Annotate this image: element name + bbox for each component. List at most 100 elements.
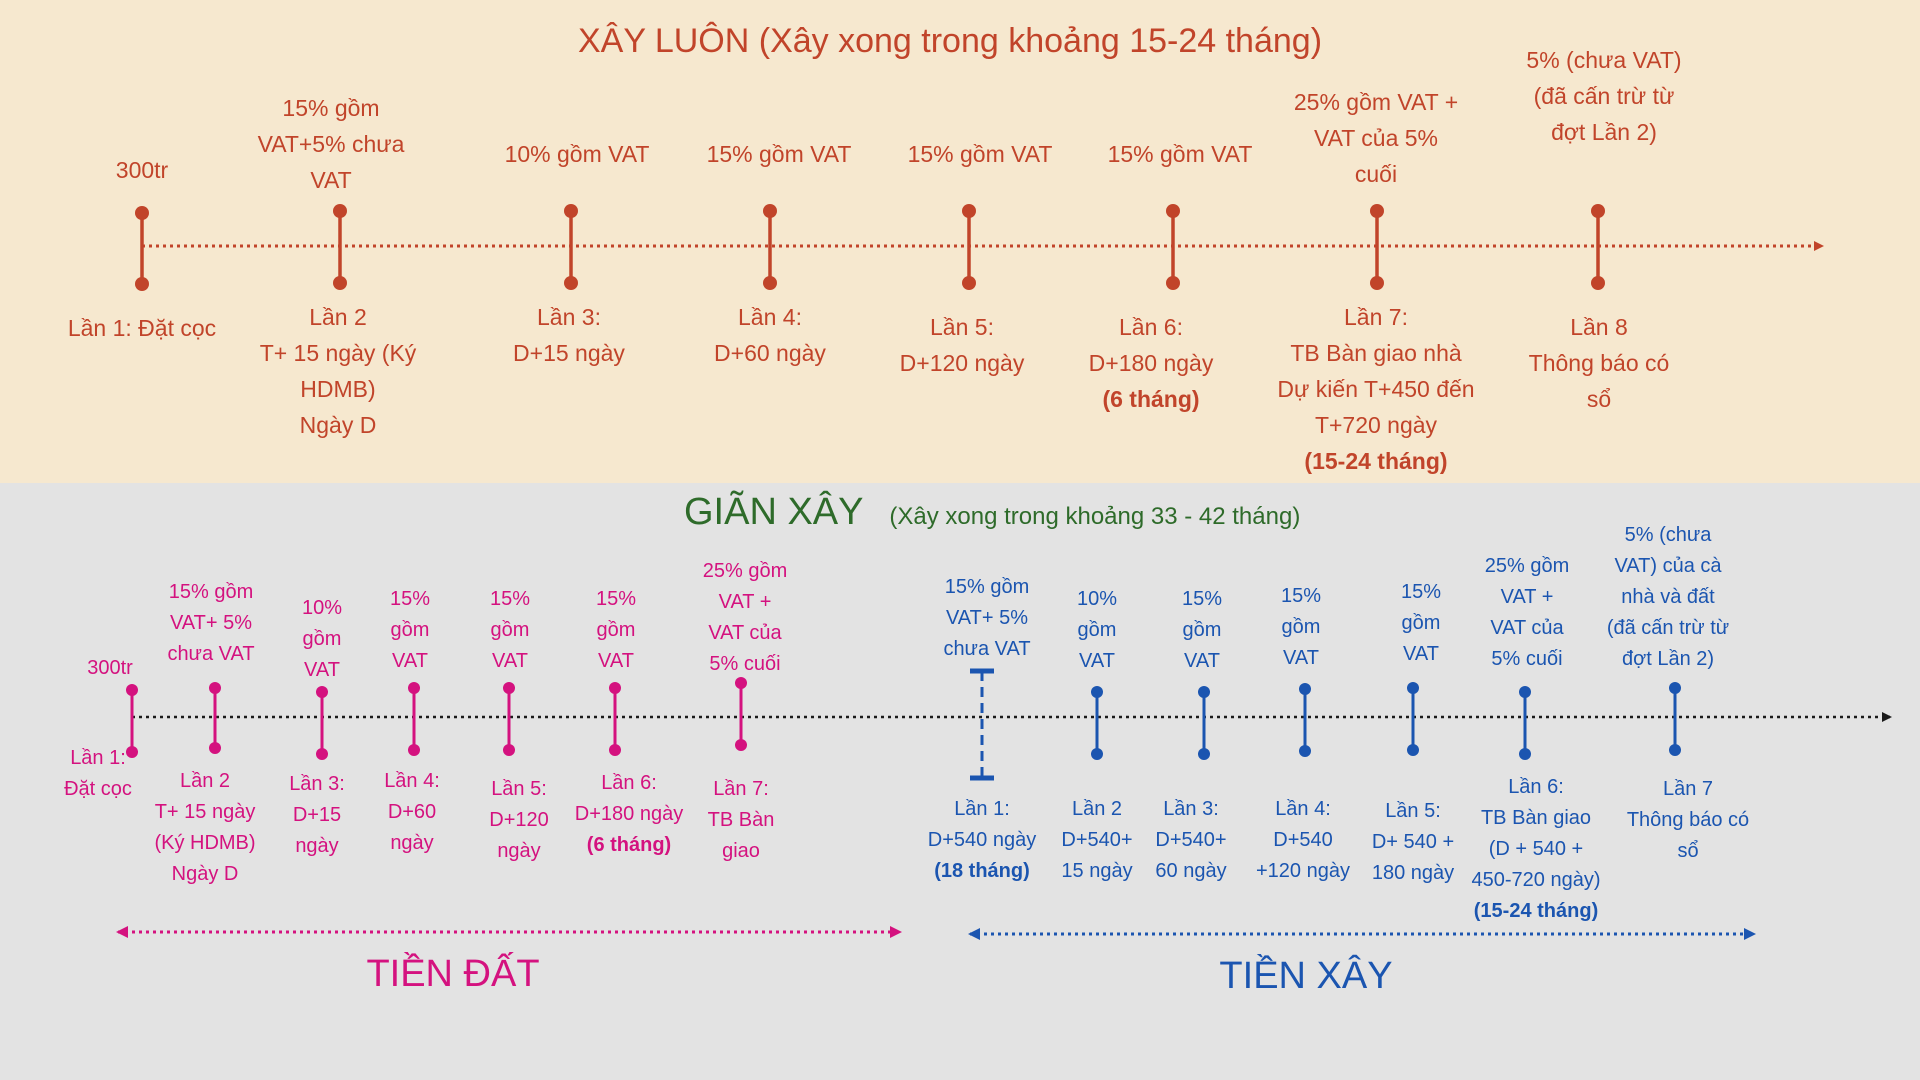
top-milestone-amount-line: VAT của 5%: [1314, 125, 1438, 151]
top-milestone-5: 15% gồm VAT Lần 5: D+120 ngày: [900, 141, 1053, 376]
top-milestone-dot-top: [962, 204, 976, 218]
land-milestone-5: 15% gồm VAT Lần 5: D+120 ngày: [489, 588, 549, 862]
build-milestone-1: 15% gồm VAT+ 5% chưa VAT Lần 1: D+540 ngày (1…: [928, 576, 1036, 882]
land-milestone-timing-line: D+180 ngày: [575, 803, 683, 825]
top-milestone-amount-line: 15% gồm VAT: [908, 141, 1053, 167]
top-milestone-timing-line: D+15 ngày: [513, 340, 625, 366]
build-milestone-timing-line: 15 ngày: [1061, 860, 1132, 882]
build-milestone-4: 15% gồm VAT Lần 4: D+540 +120 ngày: [1256, 585, 1350, 882]
top-milestone-timing-line: Lần 7:: [1344, 304, 1408, 330]
bottom-title-main: GIÃN XÂY: [684, 490, 863, 533]
build-milestone-timing-line: sổ: [1677, 840, 1698, 862]
build-milestone-dot-top: [1519, 686, 1531, 698]
land-milestone-amount-line: gồm: [491, 619, 530, 641]
top-milestone-2: 15% gồm VAT+5% chưa VAT Lần 2 T+ 15 ngày (Ký…: [258, 95, 417, 438]
land-milestone-amount-line: gồm: [391, 619, 430, 641]
build-milestone-timing-line: Lần 2: [1072, 798, 1122, 820]
top-milestone-dot-top: [564, 204, 578, 218]
build-milestone-dot-bottom: [1091, 748, 1103, 760]
land-milestone-dot-top: [126, 684, 138, 696]
land-milestone-amount-line: gồm: [597, 619, 636, 641]
build-milestone-amount-line: VAT của: [1490, 617, 1564, 639]
top-milestone-dot-top: [333, 204, 347, 218]
top-milestone-timing-line: D+120 ngày: [900, 350, 1025, 376]
build-milestone-amount-line: gồm: [1078, 619, 1117, 641]
build-milestone-timing-line: D+540+: [1155, 829, 1226, 851]
land-milestone-amount-line: 15%: [596, 588, 636, 610]
top-milestone-dot-bottom: [564, 276, 578, 290]
build-milestone-amount-line: 15%: [1182, 588, 1222, 610]
top-milestone-timing-line: sổ: [1587, 386, 1611, 412]
build-milestone-amount-line: VAT: [1283, 647, 1319, 669]
top-milestone-amount-line: cuối: [1355, 161, 1397, 187]
land-milestone-dot-bottom: [209, 742, 221, 754]
land-milestone-dot-top: [316, 686, 328, 698]
build-milestone-6: 25% gồm VAT + VAT của 5% cuối Lần 6: TB Bàn g…: [1472, 555, 1601, 922]
build-milestone-7: 5% (chưa VAT) của cà nhà và đất (đã cấn trừ…: [1607, 524, 1749, 862]
build-milestone-amount-line: nhà và đất: [1621, 586, 1715, 608]
build-milestone-timing-line: Lần 5:: [1385, 800, 1441, 822]
build-milestone-amount-line: VAT+ 5%: [946, 607, 1028, 629]
build-milestone-timing-line: (15-24 tháng): [1474, 900, 1598, 922]
land-milestone-3: 10% gồm VAT Lần 3: D+15 ngày: [289, 597, 345, 857]
build-milestone-amount-line: 15%: [1281, 585, 1321, 607]
build-milestone-amount-line: (đã cấn trừ từ: [1607, 617, 1729, 639]
bottom-title: GIÃN XÂY (Xây xong trong khoảng 33 - 42 …: [684, 490, 1300, 533]
land-milestone-timing-line: Đặt cọc: [64, 778, 132, 800]
top-milestone-timing-line: HDMB): [300, 376, 375, 402]
land-milestone-6: 15% gồm VAT Lần 6: D+180 ngày (6 tháng): [575, 588, 683, 856]
land-milestone-amount-line: 15%: [390, 588, 430, 610]
land-milestone-timing-line: ngày: [390, 832, 433, 854]
land-milestone-2: 15% gồm VAT+ 5% chưa VAT Lần 2 T+ 15 ngày (Ký…: [154, 581, 255, 885]
top-milestone-dot-bottom: [1591, 276, 1605, 290]
top-milestone-dot-bottom: [1166, 276, 1180, 290]
land-milestone-timing-line: TB Bàn: [708, 809, 775, 831]
land-milestone-dot-bottom: [408, 744, 420, 756]
top-milestone-dot-bottom: [962, 276, 976, 290]
build-milestone-amount-line: 15% gồm: [945, 576, 1030, 598]
top-milestone-dot-top: [1591, 204, 1605, 218]
build-milestone-timing-line: Lần 4:: [1275, 798, 1331, 820]
land-milestone-amount-line: 15%: [490, 588, 530, 610]
build-milestone-timing-line: 60 ngày: [1155, 860, 1226, 882]
land-milestone-amount-line: VAT +: [719, 591, 772, 613]
top-milestone-amount-line: 10% gồm VAT: [505, 141, 650, 167]
land-milestone-timing-line: D+15: [293, 804, 341, 826]
top-milestone-amount-line: 15% gồm VAT: [707, 141, 852, 167]
land-label: TIỀN ĐẤT: [366, 951, 539, 995]
top-panel: [0, 0, 1920, 483]
build-milestone-amount-line: gồm: [1402, 612, 1441, 634]
top-milestone-timing-line: Lần 1: Đặt cọc: [68, 315, 216, 341]
land-milestone-timing-line: D+60: [388, 801, 436, 823]
build-milestone-timing-line: Lần 1:: [954, 798, 1010, 820]
land-milestone-timing-line: Lần 1:: [70, 747, 126, 769]
build-milestone-amount-line: VAT: [1403, 643, 1439, 665]
land-milestone-amount-line: VAT: [598, 650, 634, 672]
build-milestone-amount-line: 15%: [1401, 581, 1441, 603]
top-milestone-6: 15% gồm VAT Lần 6: D+180 ngày (6 tháng): [1089, 141, 1253, 412]
build-milestone-amount-line: gồm: [1282, 616, 1321, 638]
build-milestone-dot-top: [1198, 686, 1210, 698]
top-milestone-amount-line: 15% gồm: [282, 95, 379, 121]
top-title: XÂY LUÔN (Xây xong trong khoảng 15-24 th…: [578, 22, 1322, 60]
land-milestone-amount-line: VAT+ 5%: [170, 612, 252, 634]
top-milestone-8: 5% (chưa VAT) (đã cấn trừ từ đợt Lần 2) Lần…: [1526, 47, 1681, 412]
build-milestone-timing-line: D+540 ngày: [928, 829, 1036, 851]
bottom-subtitle: (Xây xong trong khoảng 33 - 42 tháng): [889, 503, 1300, 530]
top-milestone-dot-bottom: [1370, 276, 1384, 290]
build-milestone-timing-line: D+540+: [1061, 829, 1132, 851]
top-milestone-timing-line: Ngày D: [300, 412, 377, 438]
top-milestone-timing-line: T+ 15 ngày (Ký: [260, 340, 417, 366]
top-milestone-timing-line: Lần 2: [309, 304, 367, 330]
land-milestone-amount-line: 15% gồm: [169, 581, 254, 603]
land-milestone-amount-line: 300tr: [87, 657, 133, 679]
build-milestone-5: 15% gồm VAT Lần 5: D+ 540 + 180 ngày: [1372, 581, 1454, 884]
build-milestone-amount-line: VAT) của cà: [1614, 555, 1722, 577]
top-milestone-timing-line: D+60 ngày: [714, 340, 826, 366]
top-milestone-amount-line: đợt Lần 2): [1551, 119, 1657, 145]
top-milestone-amount-line: 300tr: [116, 157, 169, 183]
top-milestone-timing-line: Lần 4:: [738, 304, 802, 330]
build-milestone-timing-line: Lần 3:: [1163, 798, 1219, 820]
land-milestone-timing-line: D+120: [489, 809, 549, 831]
